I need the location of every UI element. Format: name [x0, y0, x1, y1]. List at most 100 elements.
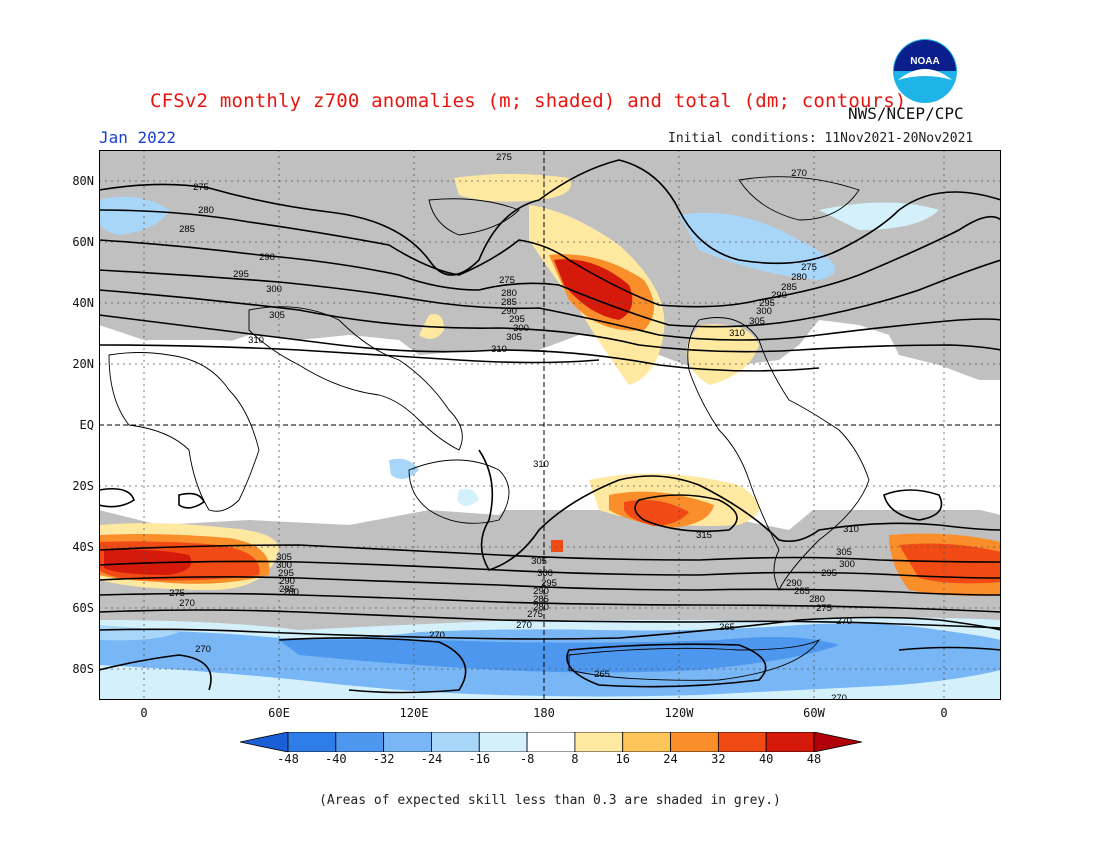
colorbar-swatch: [717, 732, 767, 752]
svg-text:310: 310: [729, 328, 745, 339]
lat-label: 20N: [72, 357, 94, 371]
svg-text:270: 270: [179, 598, 195, 609]
initial-conditions: Initial conditions: 11Nov2021-20Nov2021: [668, 131, 974, 146]
svg-text:290: 290: [259, 252, 275, 263]
svg-text:295: 295: [821, 568, 837, 579]
svg-text:310: 310: [491, 344, 507, 355]
colorbar-swatch: [287, 732, 337, 752]
svg-text:310: 310: [533, 459, 549, 470]
svg-text:305: 305: [749, 316, 765, 327]
lat-label: 80N: [72, 174, 94, 188]
lat-label: 40S: [72, 540, 94, 554]
contour-labels: 275 270 275 280 285 290 295 300 305 310 …: [169, 152, 859, 700]
lon-label: 60W: [803, 706, 825, 720]
colorbar-label: 32: [711, 752, 726, 766]
svg-text:310: 310: [843, 524, 859, 535]
svg-text:280: 280: [791, 272, 807, 283]
svg-text:270: 270: [836, 616, 852, 627]
colorbar-label: 24: [663, 752, 678, 766]
lat-label: 40N: [72, 296, 94, 310]
lat-label: 60S: [72, 601, 94, 615]
svg-text:285: 285: [533, 594, 549, 605]
lon-label: 180: [533, 706, 555, 720]
svg-text:275: 275: [499, 275, 515, 286]
svg-text:285: 285: [501, 297, 517, 308]
svg-text:305: 305: [531, 556, 547, 567]
svg-text:295: 295: [509, 314, 525, 325]
svg-text:300: 300: [276, 560, 292, 571]
svg-text:275: 275: [816, 603, 832, 614]
svg-text:270: 270: [791, 168, 807, 179]
lon-label: 120E: [399, 706, 429, 720]
chart-title: CFSv2 monthly z700 anomalies (m; shaded)…: [150, 90, 907, 112]
colorbar-label: -24: [420, 752, 443, 766]
colorbar-swatch: [431, 732, 480, 752]
lat-label: EQ: [79, 418, 94, 432]
svg-text:310: 310: [248, 335, 264, 346]
colorbar-swatch: [478, 732, 528, 752]
height-contours: [99, 159, 1001, 694]
colorbar-swatch: [335, 732, 385, 752]
colorbar-swatch: [526, 732, 576, 752]
svg-text:280: 280: [809, 594, 825, 605]
colorbar-swatch: [574, 732, 624, 752]
lat-label: 20S: [72, 479, 94, 493]
svg-text:290: 290: [279, 576, 295, 587]
colorbar-arrow-right: [813, 732, 862, 752]
svg-text:305: 305: [836, 547, 852, 558]
svg-text:275: 275: [193, 182, 209, 193]
forecast-month: Jan 2022: [99, 128, 177, 147]
svg-text:280: 280: [533, 602, 549, 613]
svg-text:305: 305: [506, 332, 522, 343]
agency-label: NWS/NCEP/CPC: [848, 104, 964, 123]
svg-text:280: 280: [501, 288, 517, 299]
colorbar-swatch: [765, 732, 815, 752]
svg-text:270: 270: [195, 644, 211, 655]
lon-label: 120W: [664, 706, 694, 720]
svg-text:285: 285: [279, 584, 295, 595]
svg-text:265: 265: [594, 669, 610, 680]
colorbar-label: -32: [372, 752, 395, 766]
anomaly-map: 275 270 275 280 285 290 295 300 305 310 …: [99, 150, 1001, 700]
lon-label: 0: [940, 706, 948, 720]
svg-text:275: 275: [527, 609, 543, 620]
svg-text:275: 275: [496, 152, 512, 163]
svg-text:285: 285: [794, 586, 810, 597]
colorbar-label: 8: [571, 752, 579, 766]
svg-text:300: 300: [537, 568, 553, 579]
svg-text:290: 290: [533, 586, 549, 597]
colorbar-arrow-left: [240, 732, 289, 752]
svg-text:280: 280: [198, 205, 214, 216]
svg-text:275: 275: [801, 262, 817, 273]
svg-text:300: 300: [266, 284, 282, 295]
svg-text:265: 265: [719, 622, 735, 633]
svg-text:305: 305: [276, 552, 292, 563]
svg-text:315: 315: [696, 530, 712, 541]
svg-text:270: 270: [831, 693, 847, 700]
colorbar-swatch: [622, 732, 671, 752]
colorbar-label: 16: [615, 752, 630, 766]
lon-label: 60E: [268, 706, 290, 720]
svg-text:NOAA: NOAA: [910, 56, 939, 67]
skill-footnote: (Areas of expected skill less than 0.3 a…: [319, 793, 781, 808]
svg-text:290: 290: [501, 306, 517, 317]
svg-text:285: 285: [179, 224, 195, 235]
colorbar-label: -48: [277, 752, 299, 766]
svg-text:270: 270: [429, 630, 445, 641]
colorbar-label: 40: [758, 752, 774, 766]
lat-label: 80S: [72, 662, 94, 676]
colorbar-label: 48: [806, 752, 822, 766]
svg-text:300: 300: [756, 306, 772, 317]
colorbar-label: -40: [324, 752, 347, 766]
noaa-logo-icon: NOAA: [893, 39, 957, 103]
svg-text:295: 295: [759, 298, 775, 309]
svg-text:275: 275: [169, 588, 185, 599]
colorbar-swatch: [383, 732, 432, 752]
colorbar: [240, 732, 862, 752]
svg-text:295: 295: [278, 568, 294, 579]
svg-text:270: 270: [516, 620, 532, 631]
svg-text:300: 300: [839, 559, 855, 570]
colorbar-swatch: [670, 732, 719, 752]
svg-text:290: 290: [786, 578, 802, 589]
svg-text:300: 300: [513, 323, 529, 334]
